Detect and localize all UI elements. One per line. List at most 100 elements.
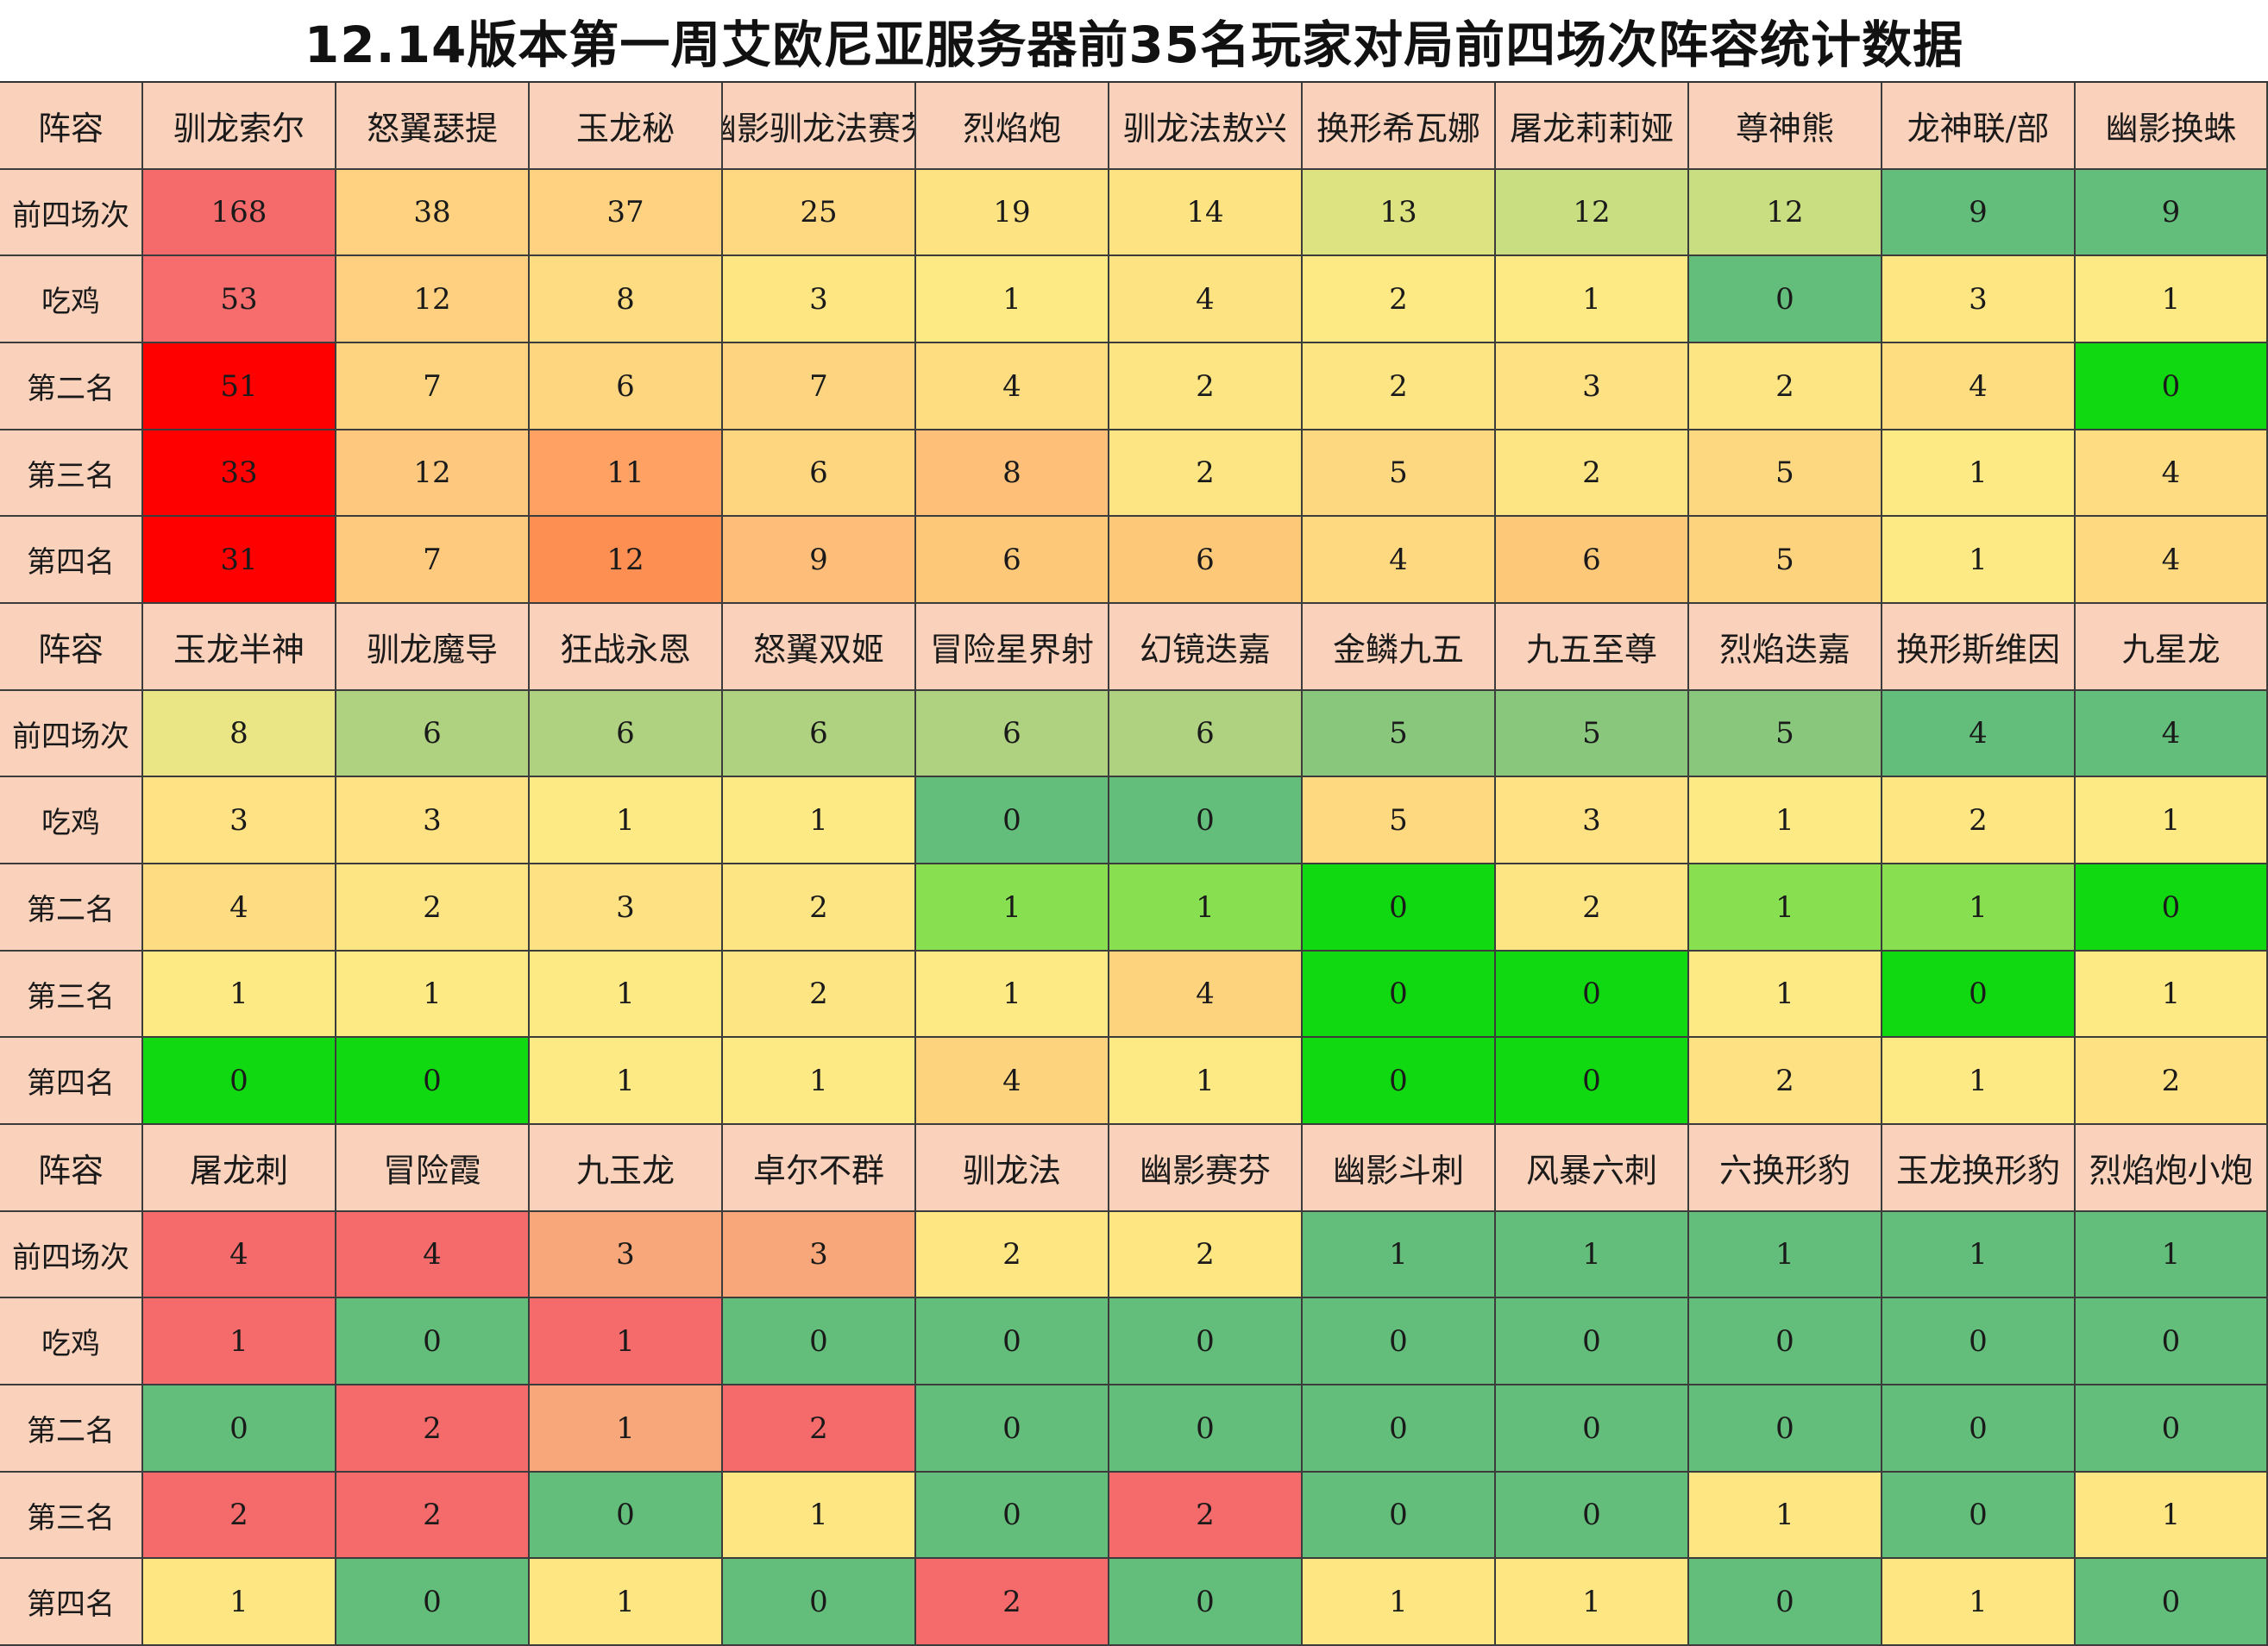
data-cell: 2 [916, 1559, 1109, 1646]
data-cell: 5 [1303, 691, 1496, 777]
data-cell: 1 [1689, 864, 1882, 952]
data-cell: 1 [143, 1298, 336, 1385]
data-cell: 8 [530, 256, 723, 343]
data-cell: 1 [1303, 1559, 1496, 1646]
column-header-cell: 幽影赛芬 [1109, 1125, 1303, 1212]
data-cell: 11 [530, 430, 723, 517]
data-cell: 0 [143, 1038, 336, 1125]
data-cell: 0 [2076, 1385, 2268, 1473]
data-cell: 4 [2076, 517, 2268, 604]
data-cell: 4 [916, 343, 1109, 430]
data-cell: 1 [1496, 256, 1689, 343]
data-cell: 1 [1882, 430, 2076, 517]
data-cell: 3 [336, 777, 530, 864]
data-cell: 1 [1689, 1212, 1882, 1298]
column-header-cell: 卓尔不群 [723, 1125, 916, 1212]
column-header-cell: 屠龙刺 [143, 1125, 336, 1212]
column-header-cell: 烈焰炮小炮 [2076, 1125, 2268, 1212]
data-cell: 1 [530, 1385, 723, 1473]
data-cell: 1 [1882, 1212, 2076, 1298]
data-cell: 6 [1109, 691, 1303, 777]
data-cell: 0 [1882, 952, 2076, 1038]
data-cell: 1 [1109, 1038, 1303, 1125]
data-cell: 4 [1882, 691, 2076, 777]
data-cell: 2 [336, 864, 530, 952]
data-cell: 37 [530, 170, 723, 256]
data-cell: 1 [2076, 256, 2268, 343]
data-cell: 1 [2076, 777, 2268, 864]
data-cell: 1 [1689, 777, 1882, 864]
data-cell: 1 [723, 1473, 916, 1559]
data-cell: 0 [2076, 1298, 2268, 1385]
data-cell: 2 [1496, 430, 1689, 517]
data-cell: 0 [1303, 1298, 1496, 1385]
data-cell: 4 [2076, 691, 2268, 777]
data-cell: 1 [2076, 1473, 2268, 1559]
data-cell: 2 [336, 1473, 530, 1559]
data-cell: 9 [1882, 170, 2076, 256]
data-cell: 25 [723, 170, 916, 256]
row-label-cell: 第三名 [0, 1473, 143, 1559]
data-cell: 1 [1689, 952, 1882, 1038]
data-cell: 2 [336, 1385, 530, 1473]
row-label-cell: 第二名 [0, 864, 143, 952]
data-cell: 4 [1109, 952, 1303, 1038]
row-label-cell: 第四名 [0, 1038, 143, 1125]
column-header-cell: 金鳞九五 [1303, 604, 1496, 691]
column-header-cell: 烈焰炮 [916, 83, 1109, 170]
data-cell: 2 [1109, 1212, 1303, 1298]
data-cell: 9 [723, 517, 916, 604]
data-cell: 0 [916, 1473, 1109, 1559]
data-cell: 1 [723, 777, 916, 864]
column-header-cell: 狂战永恩 [530, 604, 723, 691]
column-header-cell: 怒翼瑟提 [336, 83, 530, 170]
column-header-cell: 冒险霞 [336, 1125, 530, 1212]
row-label-cell: 第三名 [0, 430, 143, 517]
column-header-cell: 驯龙法敖兴 [1109, 83, 1303, 170]
data-cell: 3 [1882, 256, 2076, 343]
data-cell: 0 [916, 777, 1109, 864]
data-cell: 0 [143, 1385, 336, 1473]
column-header-cell: 换形斯维因 [1882, 604, 2076, 691]
data-cell: 6 [530, 691, 723, 777]
data-cell: 3 [723, 256, 916, 343]
data-cell: 1 [1496, 1212, 1689, 1298]
column-header-cell: 驯龙魔导 [336, 604, 530, 691]
data-cell: 6 [916, 691, 1109, 777]
column-header-cell: 六换形豹 [1689, 1125, 1882, 1212]
column-header-cell: 幽影斗刺 [1303, 1125, 1496, 1212]
column-header-cell: 龙神联/部 [1882, 83, 2076, 170]
data-cell: 0 [1496, 1038, 1689, 1125]
column-header-cell: 九玉龙 [530, 1125, 723, 1212]
data-cell: 1 [1882, 1559, 2076, 1646]
data-cell: 1 [916, 256, 1109, 343]
data-cell: 38 [336, 170, 530, 256]
column-header-cell: 玉龙秘 [530, 83, 723, 170]
data-cell: 5 [1689, 691, 1882, 777]
column-header-cell: 幽影换蛛 [2076, 83, 2268, 170]
data-cell: 2 [1689, 1038, 1882, 1125]
row-label-cell: 吃鸡 [0, 1298, 143, 1385]
data-cell: 6 [723, 691, 916, 777]
data-cell: 4 [143, 1212, 336, 1298]
data-cell: 1 [530, 1298, 723, 1385]
data-cell: 1 [723, 1038, 916, 1125]
data-cell: 0 [1496, 952, 1689, 1038]
row-label-cell: 吃鸡 [0, 777, 143, 864]
column-header-cell: 九星龙 [2076, 604, 2268, 691]
data-cell: 13 [1303, 170, 1496, 256]
data-cell: 0 [530, 1473, 723, 1559]
data-cell: 2 [1303, 256, 1496, 343]
column-header-cell: 九五至尊 [1496, 604, 1689, 691]
data-cell: 4 [1109, 256, 1303, 343]
row-label-cell: 吃鸡 [0, 256, 143, 343]
data-cell: 4 [916, 1038, 1109, 1125]
data-cell: 0 [1689, 256, 1882, 343]
column-header-cell: 幻镜迭嘉 [1109, 604, 1303, 691]
data-cell: 12 [336, 430, 530, 517]
data-cell: 0 [1496, 1473, 1689, 1559]
data-cell: 1 [1689, 1473, 1882, 1559]
data-cell: 3 [1496, 343, 1689, 430]
data-cell: 5 [1689, 517, 1882, 604]
data-cell: 1 [916, 864, 1109, 952]
